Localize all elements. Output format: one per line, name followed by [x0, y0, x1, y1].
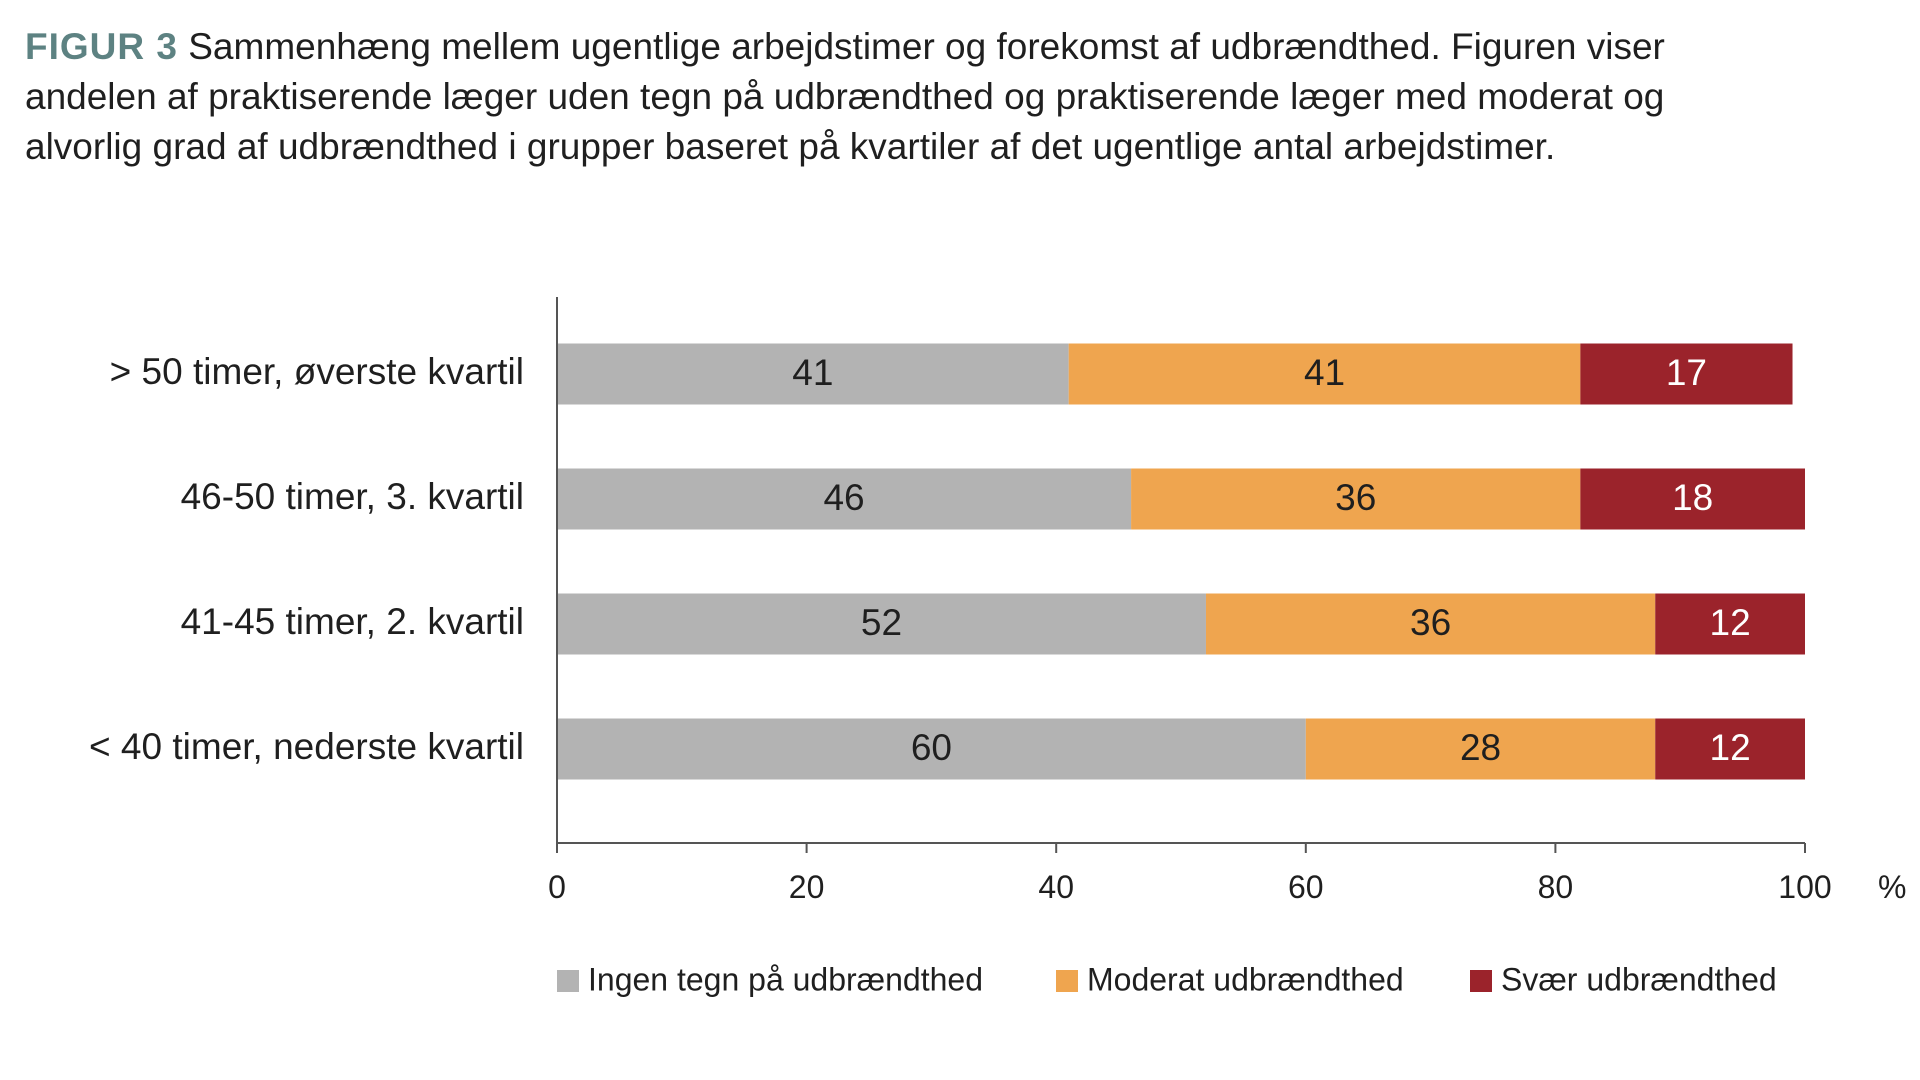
data-label: 36: [1335, 477, 1376, 518]
category-label: 41-45 timer, 2. kvartil: [181, 601, 524, 642]
data-label: 12: [1710, 602, 1751, 643]
bar-segment: [557, 718, 1306, 780]
data-label: 46: [823, 477, 864, 518]
data-label: 41: [1304, 352, 1345, 393]
legend-label: Ingen tegn på udbrændthed: [588, 961, 983, 997]
bar-segment: [1655, 718, 1805, 780]
category-label: > 50 timer, øverste kvartil: [110, 351, 524, 392]
bar-segment: [557, 468, 1132, 530]
figure-caption: FIGUR 3 Sammenhæng mellem ugentlige arbe…: [25, 22, 1725, 172]
x-axis-unit: %: [1878, 869, 1906, 905]
x-tick-label: 80: [1538, 869, 1574, 905]
data-label: 12: [1710, 727, 1751, 768]
category-label: 46-50 timer, 3. kvartil: [181, 476, 524, 517]
x-tick-label: 100: [1778, 869, 1831, 905]
legend-label: Moderat udbrændthed: [1087, 961, 1404, 997]
data-label: 36: [1410, 602, 1451, 643]
bar-segment: [1305, 718, 1656, 780]
legend-swatch: [557, 970, 579, 992]
figure-label: FIGUR 3: [25, 26, 178, 67]
caption-text: Sammenhæng mellem ugentlige arbejdstimer…: [25, 26, 1665, 167]
x-tick-label: 20: [789, 869, 825, 905]
data-label: 60: [911, 727, 952, 768]
x-tick-label: 0: [548, 869, 566, 905]
bar-segment: [1131, 468, 1581, 530]
bar-segment: [1580, 343, 1793, 405]
x-tick-label: 60: [1288, 869, 1324, 905]
bar-segment: [1205, 593, 1656, 655]
bar-segment: [1068, 343, 1581, 405]
legend-label: Svær udbrændthed: [1501, 961, 1777, 997]
data-label: 18: [1672, 477, 1713, 518]
bar-segment: [1655, 593, 1805, 655]
data-label: 17: [1666, 352, 1707, 393]
x-tick-label: 40: [1038, 869, 1074, 905]
legend: Ingen tegn på udbrændthed Moderat udbrænd…: [557, 961, 1777, 997]
bar-segment: [1580, 468, 1805, 530]
bar-segment: [557, 593, 1206, 655]
bar-segment: [557, 343, 1069, 405]
data-label: 52: [861, 602, 902, 643]
category-label: < 40 timer, nederste kvartil: [89, 726, 524, 767]
data-label: 41: [792, 352, 833, 393]
axes-group: 0 20 40 60 80 100%: [548, 297, 1906, 905]
legend-swatch: [1470, 970, 1492, 992]
legend-swatch: [1056, 970, 1078, 992]
data-label: 28: [1460, 727, 1501, 768]
bars-group: > 50 timer, øverste kvartil 41 41 17 46-50 t…: [89, 343, 1805, 780]
